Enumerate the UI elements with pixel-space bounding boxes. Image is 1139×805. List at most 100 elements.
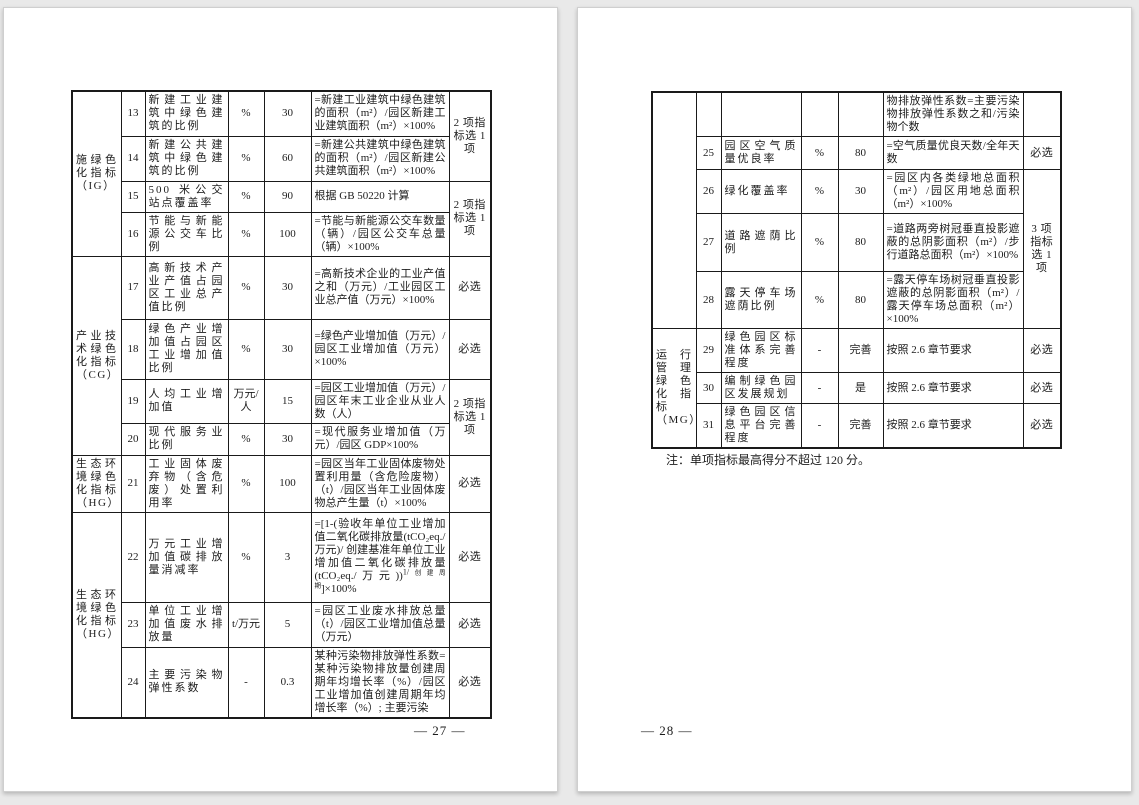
indicator-formula-continuation: 物排放弹性系数=主要污染物排放弹性系数之和/污染物个数 <box>882 91 1024 137</box>
table-row: 31 绿色园区信息平台完善程度 - 完善 按照 2.6 章节要求 必选 <box>652 403 1062 449</box>
selection-cell: 2 项指标选 1 项 <box>448 180 492 257</box>
selection-cell: 必选 <box>448 511 492 603</box>
indicator-formula: =节能与新能源公交车数量（辆）/园区公交车总量（辆）×100% <box>310 211 450 257</box>
indicator-formula: =新建公共建筑中绿色建筑的面积（m²）/园区新建公共建筑面积（m²）×100% <box>310 135 450 182</box>
indicator-unit: % <box>227 211 265 257</box>
category-cell-hg2: 生态环境绿色化指标（HG） <box>71 511 122 719</box>
indicator-unit: - <box>800 403 839 449</box>
indicator-value: 100 <box>263 454 312 513</box>
table-footnote: 注：单项指标最高得分不超过 120 分。 <box>666 453 871 467</box>
category-cell-empty <box>651 91 697 329</box>
indicator-unit: % <box>227 255 265 320</box>
table-row: 28 露天停车场遮荫比例 % 80 =露天停车场树冠垂直投影遮蔽的总阴影面积（m… <box>652 271 1061 329</box>
indicator-formula: 按照 2.6 章节要求 <box>882 372 1024 404</box>
indicator-value: 完善 <box>837 403 884 449</box>
table-row: 24 主要污染物弹性系数 - 0.3 某种污染物排放弹性系数=某种污染物排放量创… <box>72 646 492 719</box>
indicator-no: 31 <box>695 403 722 449</box>
indicator-unit: 万元/人 <box>227 378 265 424</box>
indicator-formula: =道路两旁树冠垂直投影遮蔽的总阴影面积（m²）/步行道路总面积（m²）×100% <box>882 213 1024 272</box>
indicator-name: 现代服务业比例 <box>144 422 229 456</box>
indicator-unit: % <box>227 318 265 380</box>
table-row: 施绿色化指标（IG） 13 新建工业建筑中绿色建筑的比例 % 30 =新建工业建… <box>71 90 492 257</box>
indicator-no: 28 <box>695 271 722 329</box>
indicator-name: 园区空气质量优良率 <box>720 136 802 170</box>
table-row: 26 绿化覆盖率 % 30 =园区内各类绿地总面积（m²）/园区用地总面积（m²… <box>652 169 1062 329</box>
indicator-formula: =现代服务业增加值（万元）/园区 GDP×100% <box>310 422 450 456</box>
indicator-formula: =园区内各类绿地总面积（m²）/园区用地总面积（m²）×100% <box>882 169 1024 214</box>
indicator-name: 高新技术产业产值占园区工业总产值比例 <box>144 255 229 320</box>
indicator-unit: - <box>800 372 839 404</box>
indicator-no: 25 <box>695 136 722 170</box>
indicator-value: 100 <box>263 211 312 257</box>
indicator-unit: % <box>227 180 265 213</box>
formula-superscript-denominator: 创建周期 <box>314 569 446 590</box>
indicator-formula: =[1-(验收年单位工业增加值二氧化碳排放量(tCO₂eq./万元)/ 创建基准… <box>310 511 450 603</box>
indicator-no: 17 <box>120 255 146 320</box>
table-row: 生态环境绿色化指标（HG） 22 万元工业增加值碳排放量消减率 % 3 =[1-… <box>71 511 492 719</box>
indicator-table-page-28: 物排放弹性系数=主要污染物排放弹性系数之和/污染物个数 25 园区空气质量优良率… <box>651 91 1062 449</box>
indicator-value: 60 <box>263 135 312 182</box>
indicator-name: 工业固体废弃物（含危废）处置利用率 <box>144 454 229 513</box>
indicator-no: 13 <box>120 90 146 137</box>
indicator-name: 新建工业建筑中绿色建筑的比例 <box>144 90 229 137</box>
indicator-name: 绿色园区标准体系完善程度 <box>720 328 802 373</box>
indicator-no: 15 <box>120 180 146 213</box>
formula-body: =[1-(验收年单位工业增加值二氧化碳排放量(tCO₂eq./万元)/ 创建基准… <box>314 518 446 582</box>
indicator-value: 30 <box>263 422 312 456</box>
indicator-unit: % <box>800 136 839 170</box>
indicator-name: 人均工业增加值 <box>144 378 229 424</box>
indicator-value: 5 <box>263 601 312 648</box>
indicator-no: 21 <box>120 454 146 513</box>
table-row: 19 人均工业增加值 万元/人 15 =园区工业增加值（万元）/园区年末工业企业… <box>72 378 492 456</box>
indicator-formula: 根据 GB 50220 计算 <box>310 180 450 213</box>
indicator-no: 18 <box>120 318 146 380</box>
indicator-formula: =高新技术企业的工业产值之和（万元）/工业园区工业总产值（万元）×100% <box>310 255 450 320</box>
indicator-value: 30 <box>263 90 312 137</box>
indicator-value: 3 <box>263 511 312 603</box>
category-cell-cg: 产业技术绿色化指标（CG） <box>71 255 122 456</box>
indicator-name: 绿色园区信息平台完善程度 <box>720 403 802 449</box>
indicator-no: 30 <box>695 372 722 404</box>
indicator-unit: % <box>800 169 839 214</box>
selection-cell: 2 项指标选 1 项 <box>448 90 492 182</box>
indicator-no: 19 <box>120 378 146 424</box>
indicator-name: 单位工业增加值废水排放量 <box>144 601 229 648</box>
indicator-unit: % <box>227 511 265 603</box>
indicator-unit: % <box>227 90 265 137</box>
document-page-27: 施绿色化指标（IG） 13 新建工业建筑中绿色建筑的比例 % 30 =新建工业建… <box>3 7 558 792</box>
indicator-unit: - <box>800 328 839 373</box>
indicator-name: 主要污染物弹性系数 <box>144 646 229 719</box>
table-row: 30 编制绿色园区发展规划 - 是 按照 2.6 章节要求 必选 <box>652 372 1062 404</box>
selection-cell: 必选 <box>1022 328 1062 373</box>
indicator-value: 30 <box>263 318 312 380</box>
table-row: 产业技术绿色化指标（CG） 17 高新技术产业产值占园区工业总产值比例 % 30… <box>71 255 492 456</box>
page-number-28: — 28 — <box>641 723 693 738</box>
indicator-value: 完善 <box>837 328 884 373</box>
indicator-formula: =新建工业建筑中绿色建筑的面积（m²）/园区新建工业建筑面积（m²）×100% <box>310 90 450 137</box>
category-cell-ig: 施绿色化指标（IG） <box>71 90 122 257</box>
indicator-value: 90 <box>263 180 312 213</box>
indicator-no: 22 <box>120 511 146 603</box>
indicator-name: 编制绿色园区发展规划 <box>720 372 802 404</box>
indicator-unit: % <box>227 135 265 182</box>
indicator-value: 0.3 <box>263 646 312 719</box>
page-number-27: — 27 — <box>414 723 466 738</box>
indicator-formula: =空气质量优良天数/全年天数 <box>882 136 1024 170</box>
formula-tail: ]×100% <box>321 583 357 595</box>
indicator-value: 是 <box>837 372 884 404</box>
indicator-name: 节能与新能源公交车比例 <box>144 211 229 257</box>
indicator-value: 15 <box>263 378 312 424</box>
indicator-value-empty <box>837 91 884 137</box>
indicator-unit: % <box>227 454 265 513</box>
indicator-no: 24 <box>120 646 146 719</box>
category-cell-hg1: 生态环境绿色化指标（HG） <box>71 454 122 513</box>
category-cell-mg: 运行管理绿色化指标（MG） <box>651 328 697 449</box>
indicator-value: 30 <box>837 169 884 214</box>
table-row: 15 500 米公交站点覆盖率 % 90 根据 GB 50220 计算 2 项指… <box>72 180 492 257</box>
indicator-value: 30 <box>263 255 312 320</box>
indicator-name: 绿化覆盖率 <box>720 169 802 214</box>
indicator-no-empty <box>695 91 722 137</box>
indicator-unit: - <box>227 646 265 719</box>
table-row: 20 现代服务业比例 % 30 =现代服务业增加值（万元）/园区 GDP×100… <box>72 422 491 456</box>
indicator-table-page-27: 施绿色化指标（IG） 13 新建工业建筑中绿色建筑的比例 % 30 =新建工业建… <box>71 90 492 719</box>
